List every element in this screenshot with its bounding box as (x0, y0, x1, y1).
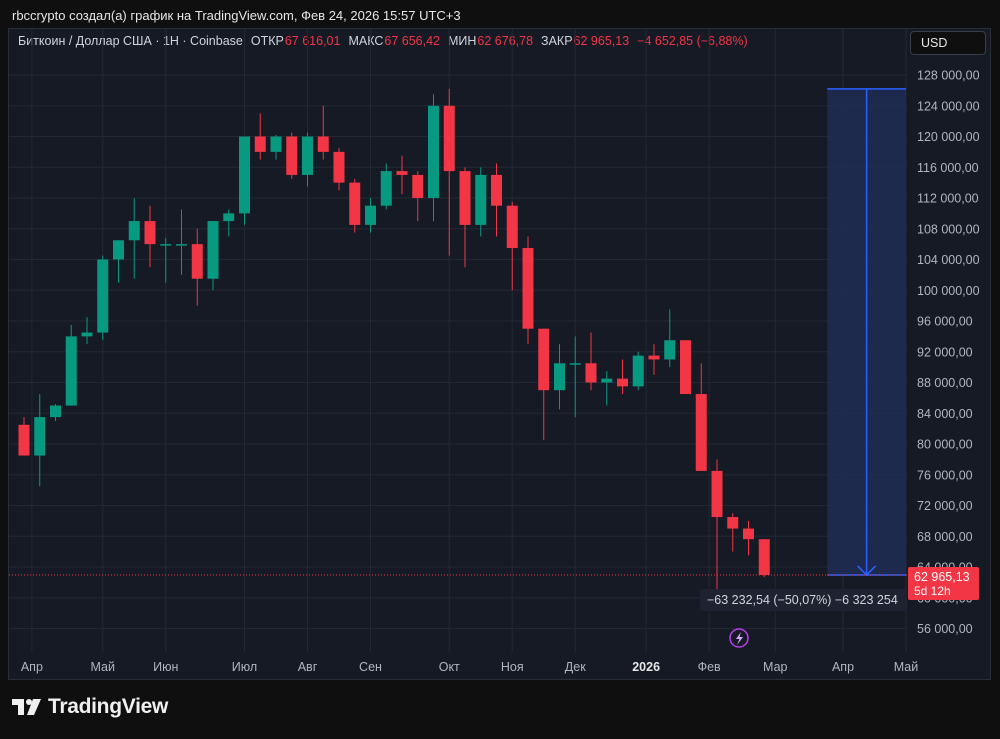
tradingview-wordmark: TradingView (48, 695, 169, 718)
symbol-legend: Биткоин / Доллар США · 1Н · Coinbase ОТК… (18, 34, 748, 48)
close-value: 62 965,13 (573, 34, 630, 48)
low-value: 62 676,78 (477, 34, 534, 48)
open-label: ОТКР (250, 34, 284, 48)
caption-bar: rbccrypto создал(а) график на TradingVie… (0, 0, 1000, 30)
low-label: МИН (447, 34, 477, 48)
footer (0, 682, 1000, 739)
symbol-name[interactable]: Биткоин / Доллар США · 1Н · Coinbase (18, 34, 243, 48)
caption-text: rbccrypto создал(а) график на TradingVie… (12, 7, 461, 23)
open-value: 67 616,01 (284, 34, 341, 48)
chart-pane[interactable] (8, 28, 991, 680)
currency-button[interactable]: USD (910, 31, 986, 55)
high-label: МАКС (348, 34, 384, 48)
change-value: −4 652,85 (−6,88%) (637, 34, 748, 48)
tradingview-logo-icon (12, 699, 41, 715)
high-value: 67 656,42 (384, 34, 440, 48)
tradingview-logo[interactable]: TradingView (12, 695, 168, 719)
close-label: ЗАКР (541, 34, 573, 48)
